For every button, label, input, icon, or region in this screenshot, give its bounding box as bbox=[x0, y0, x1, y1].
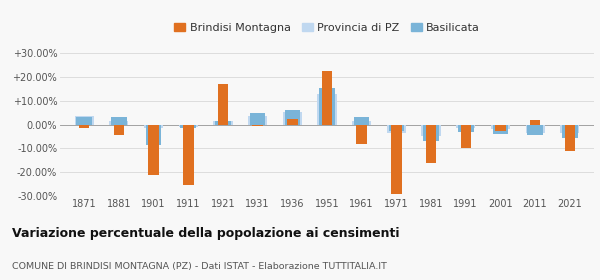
Bar bbox=[530, 120, 540, 125]
Bar bbox=[75, 116, 94, 125]
Bar bbox=[461, 125, 471, 148]
Bar bbox=[322, 71, 332, 125]
Bar bbox=[389, 125, 404, 130]
Bar bbox=[456, 125, 475, 128]
Bar bbox=[319, 88, 335, 125]
Bar bbox=[354, 118, 370, 125]
Legend: Brindisi Montagna, Provincia di PZ, Basilicata: Brindisi Montagna, Provincia di PZ, Basi… bbox=[170, 19, 484, 38]
Bar bbox=[114, 125, 124, 135]
Bar bbox=[356, 125, 367, 144]
Bar bbox=[179, 125, 198, 127]
Bar bbox=[458, 125, 473, 132]
Bar bbox=[527, 125, 543, 135]
Bar bbox=[491, 125, 510, 129]
Bar bbox=[148, 125, 159, 175]
Bar bbox=[214, 121, 233, 125]
Bar bbox=[391, 125, 401, 194]
Bar bbox=[421, 125, 440, 136]
Bar bbox=[352, 121, 371, 125]
Bar bbox=[284, 110, 300, 125]
Bar bbox=[387, 125, 406, 133]
Bar bbox=[426, 125, 436, 163]
Bar bbox=[146, 125, 161, 145]
Bar bbox=[495, 125, 506, 130]
Bar bbox=[493, 125, 508, 134]
Bar bbox=[423, 125, 439, 141]
Bar bbox=[109, 121, 128, 125]
Bar bbox=[76, 118, 92, 125]
Bar bbox=[560, 125, 579, 133]
Bar bbox=[562, 125, 578, 138]
Bar bbox=[253, 125, 263, 126]
Bar bbox=[144, 125, 163, 128]
Bar bbox=[248, 116, 267, 125]
Bar bbox=[181, 125, 196, 128]
Bar bbox=[283, 111, 302, 125]
Bar bbox=[250, 113, 265, 125]
Bar bbox=[79, 125, 89, 128]
Bar bbox=[287, 119, 298, 125]
Bar bbox=[526, 125, 545, 133]
Bar bbox=[317, 94, 337, 125]
Text: COMUNE DI BRINDISI MONTAGNA (PZ) - Dati ISTAT - Elaborazione TUTTITALIA.IT: COMUNE DI BRINDISI MONTAGNA (PZ) - Dati … bbox=[12, 262, 387, 271]
Bar bbox=[565, 125, 575, 151]
Bar bbox=[183, 125, 193, 185]
Text: Variazione percentuale della popolazione ai censimenti: Variazione percentuale della popolazione… bbox=[12, 227, 400, 240]
Bar bbox=[218, 84, 228, 125]
Bar bbox=[215, 121, 231, 125]
Bar bbox=[111, 118, 127, 125]
